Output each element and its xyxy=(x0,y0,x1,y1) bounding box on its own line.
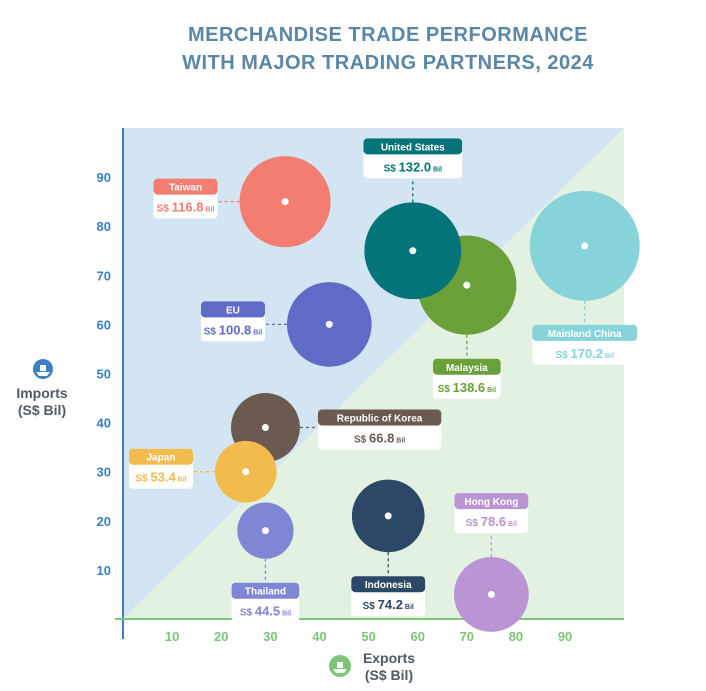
bubble-center-dot xyxy=(384,512,392,520)
trade-value: S$ 66.8 Bil xyxy=(354,431,405,446)
trade-value: S$ 78.6 Bil xyxy=(466,514,517,529)
trade-value: S$ 116.8 Bil xyxy=(157,200,215,215)
trade-value: S$ 74.2 Bil xyxy=(363,597,414,612)
label-malaysia: Malaysia S$ 138.6 Bil xyxy=(433,358,501,399)
trade-value: S$ 100.8 Bil xyxy=(204,322,263,337)
y-tick-label: 60 xyxy=(97,317,111,332)
y-tick-label: 30 xyxy=(97,465,111,480)
label-republic-of-korea: Republic of Korea S$ 66.8 Bil xyxy=(317,409,442,450)
label-header xyxy=(231,582,300,599)
bubble-center-dot xyxy=(242,468,250,476)
y-tick-label: 20 xyxy=(97,514,111,529)
label-eu: EU S$ 100.8 Bil xyxy=(200,301,265,342)
trade-value: S$ 44.5 Bil xyxy=(240,604,291,619)
x-tick-label: 10 xyxy=(165,629,179,644)
partner-name: Indonesia xyxy=(365,580,412,591)
y-tick-label: 10 xyxy=(97,563,111,578)
y-axis-title-line-2: (S$ Bil) xyxy=(17,402,67,418)
y-tick-label: 70 xyxy=(97,268,111,283)
y-tick-label: 90 xyxy=(97,170,111,185)
label-header xyxy=(363,138,463,155)
label-header xyxy=(153,178,218,195)
label-indonesia: Indonesia S$ 74.2 Bil xyxy=(351,576,426,617)
label-hong-kong: Hong Kong S$ 78.6 Bil xyxy=(454,493,529,534)
chart-title-line-1: MERCHANDISE TRADE PERFORMANCE xyxy=(187,24,589,46)
bubble-center-dot xyxy=(281,198,289,206)
y-tick-label: 80 xyxy=(97,219,111,234)
bubble-center-dot xyxy=(487,590,495,598)
partner-name: Malaysia xyxy=(446,363,488,374)
y-tick-label: 40 xyxy=(97,416,111,431)
x-tick-label: 70 xyxy=(460,629,474,644)
label-header xyxy=(433,358,501,375)
label-header xyxy=(200,301,265,318)
bubble-center-dot xyxy=(325,320,333,328)
trade-value: S$ 138.6 Bil xyxy=(438,380,497,395)
bubble-center-dot xyxy=(261,424,269,432)
partner-name: Thailand xyxy=(245,587,286,598)
label-japan: Japan S$ 53.4 Bil xyxy=(128,448,193,489)
label-taiwan: Taiwan S$ 116.8 Bil xyxy=(153,178,218,219)
label-mainland-china: Mainland China S$ 170.2 Bil xyxy=(532,324,638,365)
bubble-center-dot xyxy=(581,242,589,250)
x-tick-label: 90 xyxy=(558,629,572,644)
x-axis-title-line-2: (S$ Bil) xyxy=(364,667,414,683)
y-tick-label: 50 xyxy=(97,367,111,382)
label-header xyxy=(454,493,529,510)
x-tick-label: 80 xyxy=(509,629,523,644)
partner-name: Hong Kong xyxy=(464,497,518,508)
bubble-center-dot xyxy=(409,247,417,255)
x-axis-title-line-1: Exports xyxy=(362,650,416,666)
label-header xyxy=(351,576,426,593)
x-tick-label: 60 xyxy=(410,629,424,644)
partner-name: United States xyxy=(381,142,445,153)
partner-name: Mainland China xyxy=(548,329,622,340)
bubble-center-dot xyxy=(463,281,471,289)
label-header xyxy=(317,409,442,426)
bubble-center-dot xyxy=(261,527,269,535)
partner-name: Taiwan xyxy=(169,183,202,194)
x-tick-label: 20 xyxy=(214,629,228,644)
chart-title-line-2: WITH MAJOR TRADING PARTNERS, 2024 xyxy=(182,52,594,74)
x-axis-title: Exports (S$ Bil) xyxy=(354,650,424,684)
label-united-states: United States S$ 132.0 Bil xyxy=(363,138,463,179)
trade-value: S$ 53.4 Bil xyxy=(135,470,186,485)
x-tick-label: 50 xyxy=(361,629,375,644)
label-thailand: Thailand S$ 44.5 Bil xyxy=(231,582,300,623)
trade-value: S$ 132.0 Bil xyxy=(384,159,443,174)
x-tick-label: 40 xyxy=(312,629,326,644)
y-axis-title: Imports (S$ Bil) xyxy=(6,385,78,419)
trade-value: S$ 170.2 Bil xyxy=(555,346,614,361)
partner-name: Japan xyxy=(147,453,176,464)
exports-ship-icon xyxy=(329,655,351,677)
label-header xyxy=(128,448,193,465)
y-axis-title-line-1: Imports xyxy=(16,385,68,401)
x-tick-label: 30 xyxy=(263,629,277,644)
imports-ship-icon xyxy=(33,359,53,379)
partner-name: Republic of Korea xyxy=(337,414,423,425)
label-header xyxy=(532,324,638,341)
partner-name: EU xyxy=(226,305,240,316)
